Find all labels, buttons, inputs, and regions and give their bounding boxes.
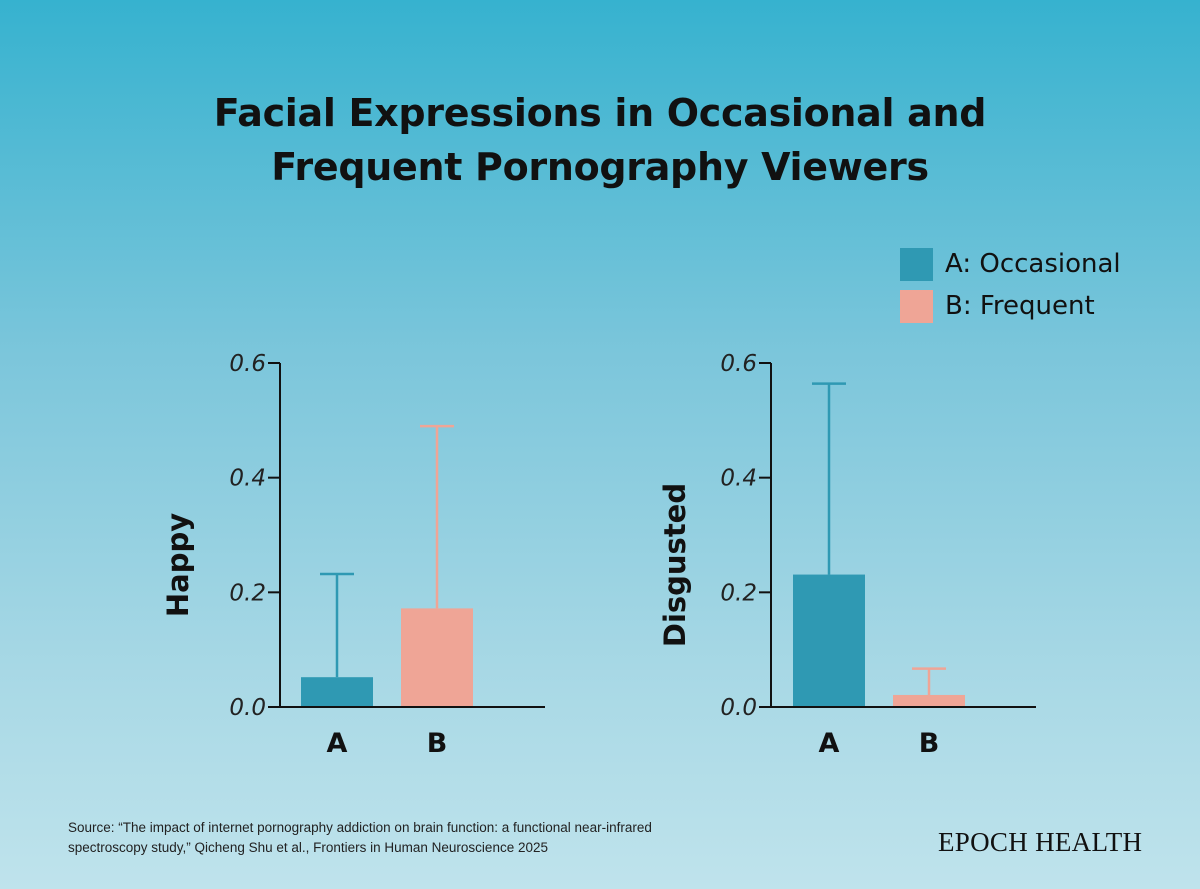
chart2-y-axis-title: Disgusted	[658, 483, 692, 647]
chart1-y-tick-label: 0.4	[229, 466, 266, 492]
chart-title: Facial Expressions in Occasional and Fre…	[0, 86, 1200, 194]
chart1-y-tick-label: 0.6	[229, 351, 266, 377]
chart1-category-label-B: B	[427, 728, 448, 759]
legend-item-occasional: A: Occasional	[900, 244, 1121, 284]
chart2-y-tick-label: 0.6	[720, 351, 757, 377]
chart1-y-tick-label: 0.2	[229, 580, 266, 606]
legend-label-frequent: B: Frequent	[945, 291, 1095, 321]
legend-swatch-frequent	[900, 289, 933, 323]
chart2-y-tick-label: 0.4	[720, 466, 757, 492]
chart-title-line1: Facial Expressions in Occasional and	[213, 91, 987, 135]
chart1-bar-B	[401, 608, 473, 707]
chart1-y-tick-label: 0.0	[229, 695, 266, 721]
chart2-bar-B	[893, 694, 965, 707]
legend-item-frequent: B: Frequent	[900, 286, 1121, 326]
epoch-health-logo: EPOCH HEALTH	[938, 827, 1143, 857]
legend-label-occasional: A: Occasional	[945, 249, 1121, 279]
chart1-bar-A	[301, 677, 373, 707]
chart1-category-label-A: A	[327, 728, 348, 759]
source-line2: spectroscopy study,” Qicheng Shu et al.,…	[68, 840, 548, 855]
source-citation: Source: “The impact of internet pornogra…	[68, 818, 788, 858]
chart2-category-label-A: A	[819, 728, 840, 759]
chart2-bar-A	[793, 574, 865, 707]
legend-swatch-occasional	[900, 247, 933, 281]
chart-title-line2: Frequent Pornography Viewers	[271, 145, 929, 189]
legend: A: Occasional B: Frequent	[900, 244, 1121, 328]
chart1-y-axis-title: Happy	[161, 513, 195, 617]
chart2-category-label-B: B	[919, 728, 940, 759]
source-line1: Source: “The impact of internet pornogra…	[68, 820, 652, 835]
chart2-y-tick-label: 0.0	[720, 695, 757, 721]
chart2-y-tick-label: 0.2	[720, 580, 757, 606]
